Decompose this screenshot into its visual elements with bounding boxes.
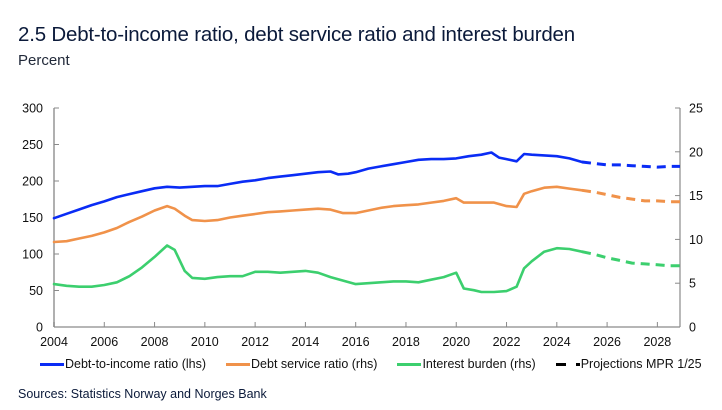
left-y-tick-label: 200	[22, 175, 43, 189]
right-y-tick-label: 10	[689, 233, 703, 247]
x-tick-label: 2004	[40, 335, 68, 349]
x-tick-label: 2026	[593, 335, 621, 349]
left-y-tick-label: 300	[22, 102, 43, 116]
right-y-tick-label: 5	[689, 277, 696, 291]
sources-note: Sources: Statistics Norway and Norges Ba…	[18, 387, 267, 401]
x-tick-label: 2020	[442, 335, 470, 349]
projection-line-debt-to-income	[581, 160, 680, 169]
legend-swatch-interest-burden	[397, 362, 422, 366]
legend-swatch-projections	[555, 362, 580, 366]
left-y-tick-label: 0	[36, 321, 43, 335]
x-tick-label: 2022	[493, 335, 521, 349]
x-tick-label: 2012	[241, 335, 269, 349]
right-y-tick-label: 20	[689, 145, 703, 159]
legend-item-projections: Projections MPR 1/25	[555, 357, 702, 371]
series-line-debt-to-income	[52, 151, 584, 220]
x-tick-label: 2028	[643, 335, 671, 349]
left-y-tick-label: 50	[29, 284, 43, 298]
legend-label-debt-to-income: Debt-to-income ratio (lhs)	[65, 357, 207, 371]
left-y-tick-label: 250	[22, 138, 43, 152]
legend-label-debt-service: Debt service ratio (rhs)	[251, 357, 378, 371]
series-line-interest-burden	[52, 244, 584, 294]
x-tick-label: 2006	[90, 335, 118, 349]
x-tick-label: 2016	[342, 335, 370, 349]
x-tick-label: 2018	[392, 335, 420, 349]
series-lines	[52, 151, 680, 294]
legend-swatch-debt-service	[226, 362, 251, 366]
legend-label-interest-burden: Interest burden (rhs)	[422, 357, 536, 371]
legend: Debt-to-income ratio (lhs) Debt service …	[40, 357, 722, 371]
right-y-tick-label: 0	[689, 321, 696, 335]
legend-label-projections: Projections MPR 1/25	[580, 357, 702, 371]
projection-line-debt-service	[581, 188, 680, 204]
axes: 0 50 100 150 200 250 300 0 5 10 15 20 25 2004 2006 2008…	[22, 102, 703, 350]
right-y-tick-label: 15	[689, 189, 703, 203]
legend-item-interest-burden: Interest burden (rhs)	[397, 357, 536, 371]
legend-item-debt-service: Debt service ratio (rhs)	[226, 357, 377, 371]
x-tick-label: 2010	[191, 335, 219, 349]
chart-subtitle: Percent	[18, 52, 70, 69]
left-y-tick-label: 150	[22, 211, 43, 225]
series-line-debt-service	[52, 185, 584, 244]
left-y-tick-label: 100	[22, 248, 43, 262]
legend-swatch-debt-to-income	[40, 362, 64, 366]
right-y-tick-label: 25	[689, 102, 703, 116]
chart-title: 2.5 Debt-to-income ratio, debt service r…	[18, 23, 575, 46]
x-tick-label: 2014	[291, 335, 319, 349]
projection-line-interest-burden	[581, 250, 680, 268]
legend-item-debt-to-income: Debt-to-income ratio (lhs)	[40, 357, 206, 371]
x-tick-label: 2024	[543, 335, 571, 349]
x-tick-label: 2008	[141, 335, 169, 349]
